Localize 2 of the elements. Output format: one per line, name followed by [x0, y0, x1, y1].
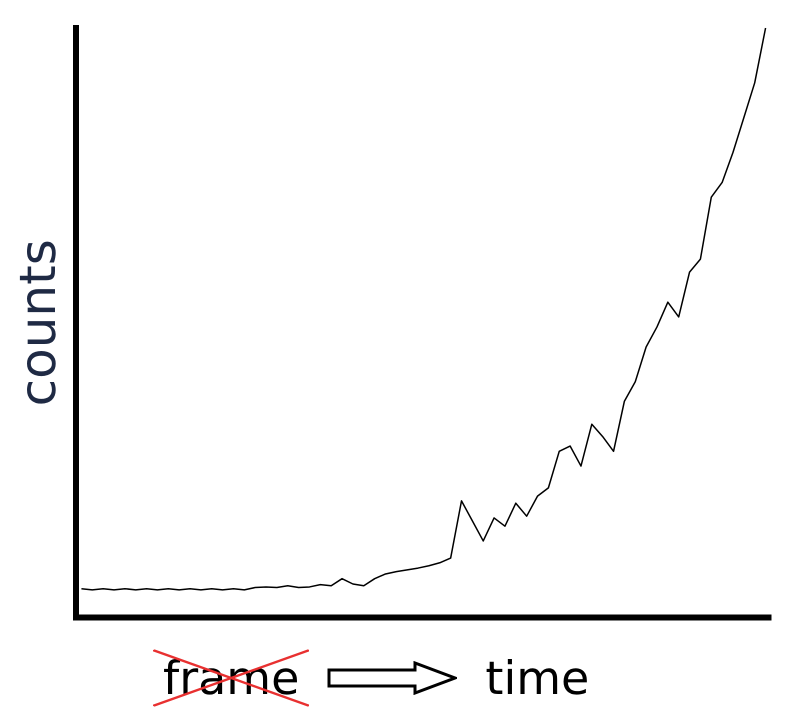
- y-axis-title: counts: [8, 239, 67, 406]
- x-axis-title: time: [485, 651, 590, 705]
